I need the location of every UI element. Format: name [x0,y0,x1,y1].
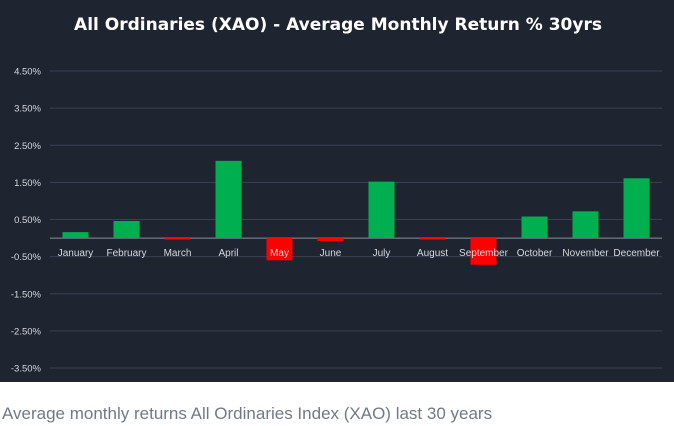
x-tick-label: December [613,248,660,259]
bar-october [521,216,548,239]
y-tick-label: -0.50% [11,252,42,263]
figure-caption: Average monthly returns All Ordinaries I… [2,404,493,423]
x-tick-label: January [58,248,94,259]
x-tick-label: November [562,248,609,259]
y-tick-label: 3.50% [14,104,41,115]
bar-november [572,211,599,239]
bars [62,160,650,265]
y-tick-label: 1.50% [14,178,41,189]
bar-chart: All Ordinaries (XAO) - Average Monthly R… [11,15,662,375]
bar-march [164,238,191,240]
x-tick-label: August [417,248,448,259]
bar-january [62,232,89,239]
bar-july [368,181,395,239]
x-axis-labels: January February March April May June July Augu… [58,248,661,259]
bar-june [317,238,344,242]
y-tick-label: 4.50% [14,67,41,78]
x-tick-label: May [270,248,289,259]
x-tick-label: June [320,248,342,259]
x-tick-label: April [218,248,238,259]
bar-april [215,160,242,239]
y-tick-label: 2.50% [14,141,41,152]
y-axis-ticks: 4.50% 3.50% 2.50% 1.50% 0.50% -0.50% -1.50% -2.… [11,67,42,375]
bar-february [113,220,140,239]
bar-december [623,178,650,239]
bar-august [419,238,446,240]
chart-title: All Ordinaries (XAO) - Average Monthly R… [74,15,602,35]
y-tick-label: -1.50% [11,289,42,300]
bar-may [266,238,293,261]
x-tick-label: February [106,248,146,259]
chart-panel: All Ordinaries (XAO) - Average Monthly R… [0,0,674,382]
x-tick-label: July [373,248,391,259]
y-tick-label: -3.50% [11,364,42,375]
gridlines [50,70,662,369]
y-tick-label: 0.50% [14,215,41,226]
x-tick-label: September [459,248,509,259]
y-tick-label: -2.50% [11,326,42,337]
x-tick-label: October [517,248,553,259]
bar-september [470,238,497,265]
x-tick-label: March [164,248,192,259]
